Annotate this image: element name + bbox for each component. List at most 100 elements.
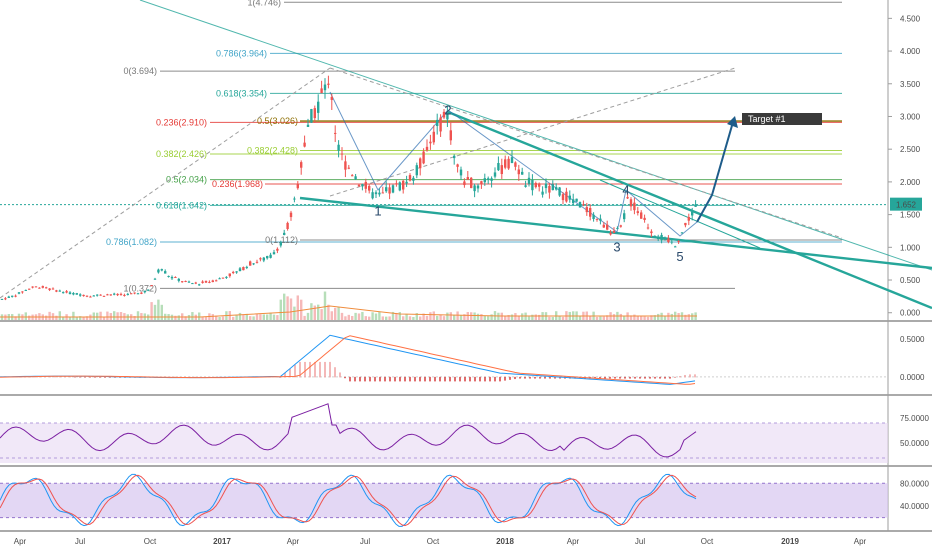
wedge-lower-line: [299, 196, 932, 270]
time-tick-label: Jul: [360, 537, 370, 546]
candle-body: [619, 225, 622, 227]
candle-body: [28, 288, 31, 290]
candle-body: [106, 294, 109, 296]
fib-level-label: 0(3.694): [123, 66, 157, 76]
macd-histogram-bar: [439, 376, 441, 382]
candle-body: [286, 222, 289, 229]
dashed-trend-line: [329, 67, 843, 239]
macd-histogram-bar: [489, 376, 491, 382]
candle-body: [252, 263, 255, 265]
candle-body: [340, 153, 344, 155]
candle-body: [72, 293, 75, 295]
volume-bar: [279, 299, 282, 320]
candle-body: [442, 111, 446, 118]
time-tick-label: Jul: [75, 537, 85, 546]
macd-histogram-bar: [394, 376, 396, 382]
candle-body: [371, 192, 374, 199]
candle-body: [11, 295, 14, 297]
volume-bar: [351, 315, 354, 320]
macd-histogram-bar: [679, 376, 681, 378]
candle-body: [388, 187, 391, 194]
macd-histogram-bar: [294, 364, 296, 378]
last-price-badge: [890, 197, 922, 211]
candle-body: [41, 286, 44, 288]
candle-body: [303, 142, 306, 147]
volume-bar: [136, 311, 140, 320]
candle-body: [595, 218, 599, 220]
volume-bar: [473, 312, 476, 320]
elliott-wave-label: 3: [613, 239, 620, 254]
candle-body: [446, 112, 449, 120]
volume-bar: [514, 313, 517, 320]
candle-body: [351, 175, 354, 177]
macd-histogram-bar: [544, 376, 546, 379]
volume-bar: [490, 314, 493, 320]
macd-histogram-bar: [619, 376, 621, 379]
annotations: Target #1 1.652 1 2 3 4 5: [374, 103, 922, 264]
candle-body: [374, 192, 378, 195]
candle-body: [218, 278, 221, 280]
macd-histogram-bar: [399, 376, 401, 382]
volume-bar: [517, 316, 520, 320]
candle-body: [79, 294, 82, 296]
volume-bar: [211, 314, 214, 320]
channel-line: [599, 179, 761, 249]
volume-bar: [235, 314, 238, 320]
macd-histogram-bar: [634, 376, 636, 379]
candle-body: [470, 177, 473, 189]
macd-histogram-bar: [539, 376, 541, 379]
candle-body: [497, 163, 500, 171]
volume-bar: [259, 314, 262, 320]
candle-body: [670, 241, 673, 243]
candle-body: [680, 232, 684, 234]
macd-histogram-bar: [674, 376, 676, 378]
candle-body: [208, 281, 211, 283]
macd-histogram-bar: [89, 376, 91, 378]
candle-body: [419, 158, 422, 169]
volume-bar: [442, 316, 446, 320]
macd-tick-label: 0.0000: [900, 373, 925, 382]
macd-histogram-bar: [59, 376, 61, 378]
volume-bar: [561, 316, 565, 320]
volume-bar: [507, 315, 510, 320]
volume-bar: [262, 314, 265, 320]
volume-bar: [531, 314, 534, 320]
candle-body: [592, 214, 595, 219]
macd-histogram-bar: [639, 376, 641, 379]
candle-body: [415, 165, 418, 176]
volume-bar: [106, 311, 109, 320]
macd-histogram-bar: [334, 367, 336, 378]
candle-body: [272, 252, 276, 255]
candle-body: [548, 185, 551, 193]
candle-body: [119, 293, 123, 295]
candle-body: [650, 231, 653, 234]
volume-bar: [470, 312, 473, 320]
macd-histogram-bar: [559, 376, 561, 379]
candle-body: [541, 191, 544, 195]
candle-body: [21, 291, 24, 293]
volume-bar: [510, 314, 514, 320]
candle-body: [167, 275, 170, 277]
fib-level-label: 0.618(3.354): [216, 88, 267, 98]
macd-histogram-bar: [49, 376, 51, 378]
candle-body: [524, 185, 527, 187]
candle-body: [34, 286, 38, 288]
time-tick-label: 2017: [213, 537, 231, 546]
candle-body: [572, 199, 575, 204]
candle-body: [667, 238, 670, 243]
candle-body: [653, 235, 656, 237]
macd-histogram-bar: [519, 376, 521, 379]
macd-histogram-bar: [99, 376, 101, 378]
candle-body: [201, 281, 204, 283]
volume-bar: [381, 316, 384, 320]
volume-bar: [354, 312, 357, 320]
volume-bar: [449, 312, 452, 320]
volume-bar: [232, 316, 235, 320]
macd-histogram-bar: [479, 376, 481, 382]
macd-histogram-bar: [464, 376, 466, 382]
volume-bar: [289, 298, 293, 320]
volume-bar: [422, 313, 425, 320]
macd-histogram-bar: [329, 361, 331, 378]
candle-body: [538, 183, 541, 187]
